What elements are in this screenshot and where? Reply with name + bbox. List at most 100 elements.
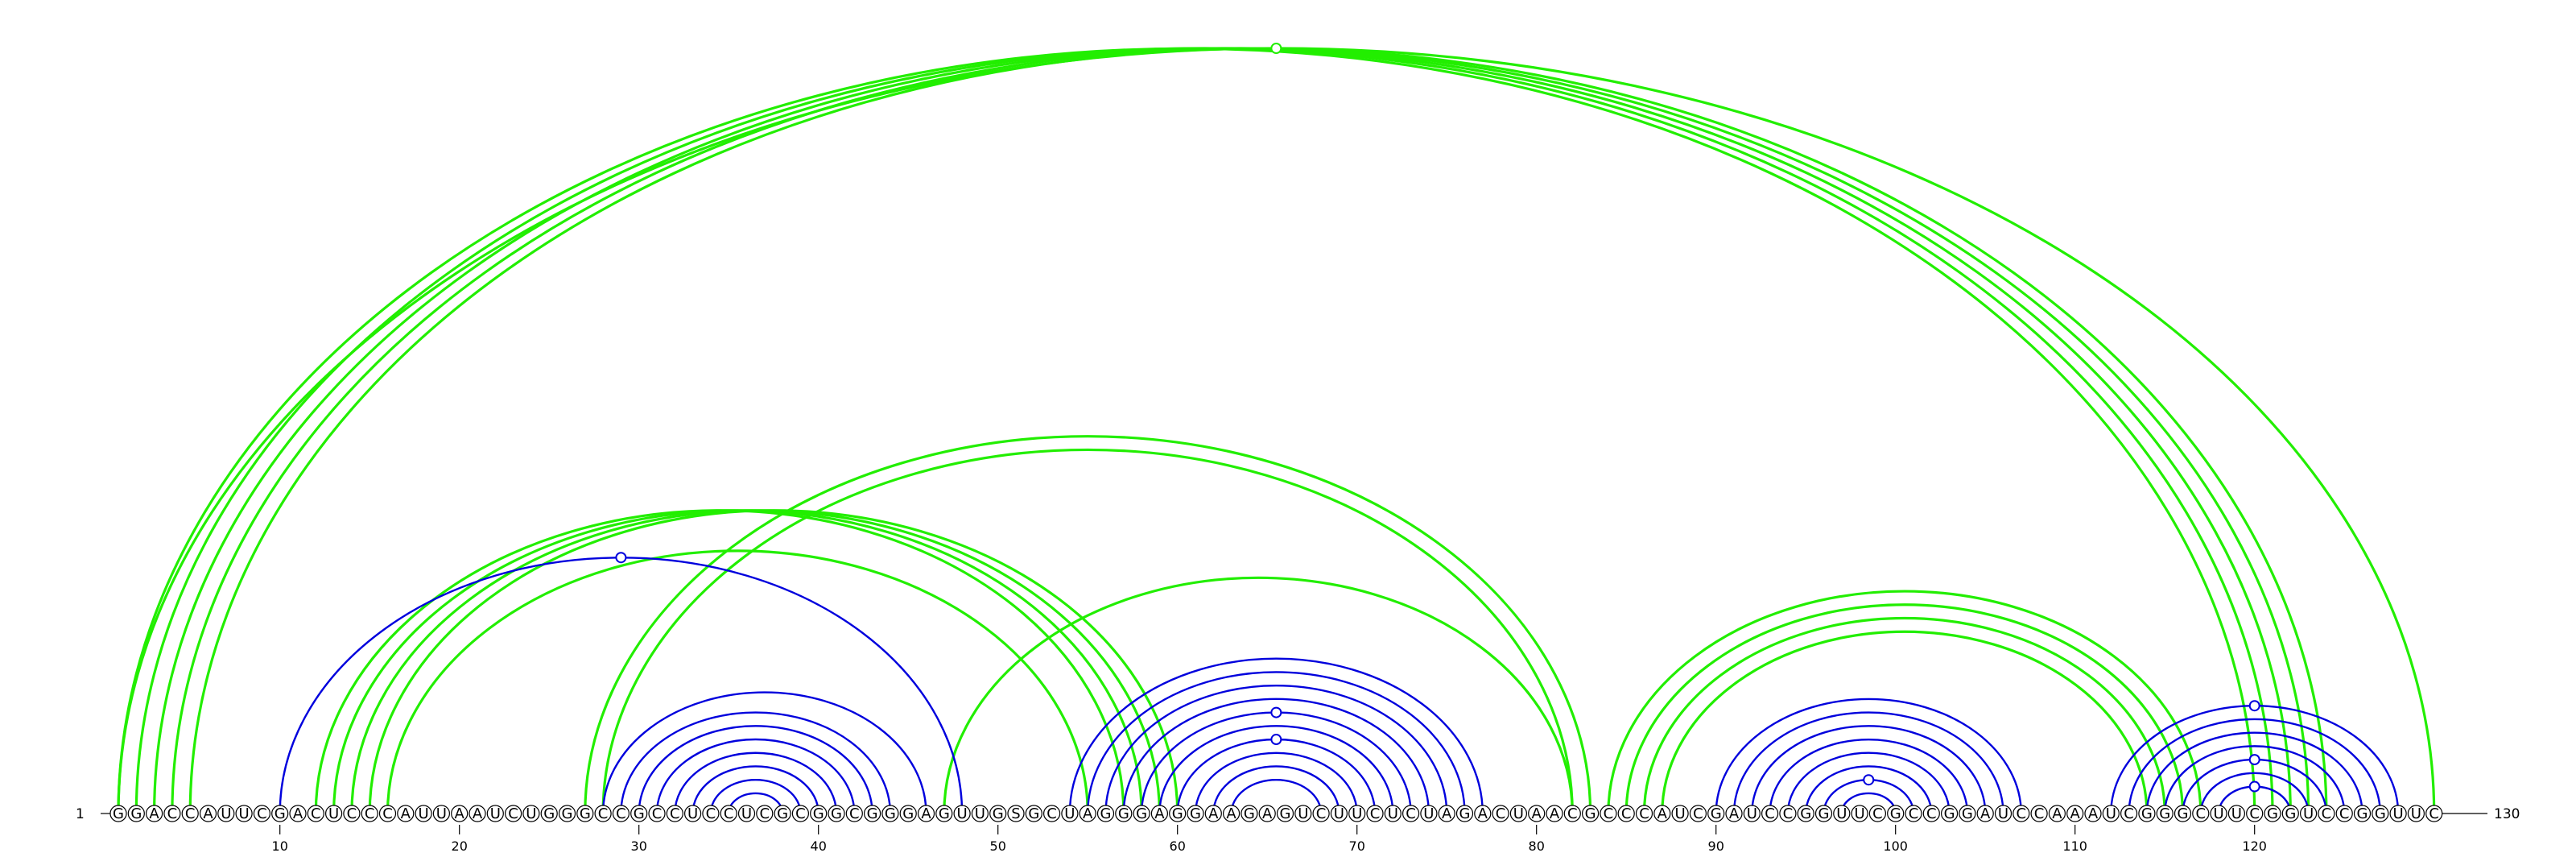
nucleotide: C xyxy=(2192,805,2210,822)
nucleotide-letter: A xyxy=(1208,805,1219,822)
nucleotide-circle xyxy=(1025,805,1042,822)
nucleotide: G xyxy=(1959,805,1976,822)
nucleotide: A xyxy=(1204,805,1222,822)
green-arc xyxy=(117,47,2256,814)
nucleotide-circle xyxy=(469,805,486,822)
nucleotide-letter: C xyxy=(849,805,860,822)
nucleotide: C xyxy=(1600,805,1617,822)
nucleotide: A xyxy=(469,805,486,822)
nucleotide: G xyxy=(2264,805,2281,822)
nucleotide-letter: U xyxy=(2231,805,2242,822)
nucleotide-circle xyxy=(2174,805,2192,822)
blue-arc xyxy=(1158,725,1394,814)
nucleotide-circle xyxy=(1528,805,1546,822)
nucleotide: A xyxy=(2048,805,2066,822)
nucleotide-letter: G xyxy=(867,805,878,822)
nucleotide-circle xyxy=(1563,805,1581,822)
nucleotide-letter: G xyxy=(634,805,645,822)
nucleotide-circle xyxy=(989,805,1007,822)
nucleotide-circle xyxy=(253,805,270,822)
arc-apex-marker xyxy=(2248,754,2260,766)
nucleotide: C xyxy=(702,805,720,822)
nucleotide-letter: U xyxy=(1334,805,1344,822)
nucleotide-circle xyxy=(217,805,235,822)
nucleotide-letter: C xyxy=(257,805,267,822)
nucleotide-letter: C xyxy=(1406,805,1416,822)
nucleotide-circle xyxy=(504,805,522,822)
nucleotide-circle xyxy=(2156,805,2174,822)
tick-label: 120 xyxy=(2242,838,2267,854)
nucleotide: A xyxy=(199,805,217,822)
nucleotide-circle xyxy=(2066,805,2084,822)
nucleotide-circle xyxy=(1851,805,1868,822)
nucleotide-letter: A xyxy=(401,805,411,822)
green-arc xyxy=(350,509,1161,814)
nucleotide-circle xyxy=(1761,805,1779,822)
blue-arc xyxy=(1068,657,1484,814)
nucleotide: U xyxy=(1348,805,1366,822)
nucleotide-letter: U xyxy=(490,805,501,822)
nucleotide-circle xyxy=(881,805,899,822)
nucleotide: G xyxy=(109,805,127,822)
nucleotide: G xyxy=(881,805,899,822)
nucleotide-letter: U xyxy=(419,805,429,822)
nucleotide-circle xyxy=(451,805,469,822)
nucleotide: A xyxy=(146,805,163,822)
nucleotide: A xyxy=(1474,805,1492,822)
nucleotide-letter: A xyxy=(1550,805,1560,822)
nucleotide-letter: G xyxy=(1244,805,1255,822)
nucleotide-letter: S xyxy=(1011,805,1020,822)
nucleotide-letter: C xyxy=(724,805,734,822)
nucleotide: A xyxy=(1222,805,1241,822)
tick-label: 60 xyxy=(1170,838,1186,854)
green-arc xyxy=(153,47,2292,814)
nucleotide: G xyxy=(271,805,289,822)
nucleotide-letter: U xyxy=(1675,805,1686,822)
nucleotide: C xyxy=(594,805,612,822)
nucleotide: A xyxy=(917,805,935,822)
nucleotide: C xyxy=(504,805,522,822)
nucleotide-letter: C xyxy=(2034,805,2045,822)
nucleotide: G xyxy=(540,805,558,822)
blue-arc xyxy=(1715,698,2022,814)
nucleotide-letter: G xyxy=(1136,805,1147,822)
start-position-label: 1 xyxy=(76,806,85,822)
nucleotide-letter: C xyxy=(2196,805,2207,822)
nucleotide-letter: U xyxy=(1388,805,1398,822)
nucleotide: C xyxy=(2246,805,2264,822)
nucleotide-circle xyxy=(2102,805,2120,822)
blue-arc xyxy=(1786,751,1951,814)
nucleotide: G xyxy=(2174,805,2192,822)
green-arc xyxy=(1624,603,2185,814)
nucleotide-circle xyxy=(2318,805,2335,822)
nucleotide-circle xyxy=(181,805,199,822)
nucleotide: U xyxy=(1294,805,1312,822)
nucleotide: G xyxy=(989,805,1007,822)
nucleotide-letter: C xyxy=(382,805,393,822)
nucleotide: C xyxy=(720,805,737,822)
nucleotide-circle xyxy=(1905,805,1922,822)
nucleotide-circle xyxy=(415,805,432,822)
nucleotide: G xyxy=(1096,805,1115,822)
nucleotide-letter: G xyxy=(993,805,1004,822)
nucleotide-circle xyxy=(594,805,612,822)
nucleotide: C xyxy=(253,805,270,822)
nucleotide-circle xyxy=(2210,805,2227,822)
nucleotide: A xyxy=(1653,805,1671,822)
nucleotide: C xyxy=(2120,805,2138,822)
nucleotide-letter: G xyxy=(1800,805,1811,822)
nucleotide-circle xyxy=(1133,805,1150,822)
nucleotide-circle xyxy=(235,805,253,822)
nucleotide: A xyxy=(2084,805,2102,822)
nucleotide: C xyxy=(163,805,181,822)
nucleotide-letter: C xyxy=(508,805,518,822)
green-arc xyxy=(943,576,1574,814)
green-arc xyxy=(1607,590,2202,814)
nucleotide-circle xyxy=(2013,805,2030,822)
nucleotide: G xyxy=(810,805,828,822)
nucleotide-circle xyxy=(1222,805,1241,822)
nucleotide-circle xyxy=(648,805,666,822)
nucleotide: C xyxy=(1922,805,1940,822)
nucleotide-circle xyxy=(917,805,935,822)
nucleotide-letter: A xyxy=(1729,805,1740,822)
